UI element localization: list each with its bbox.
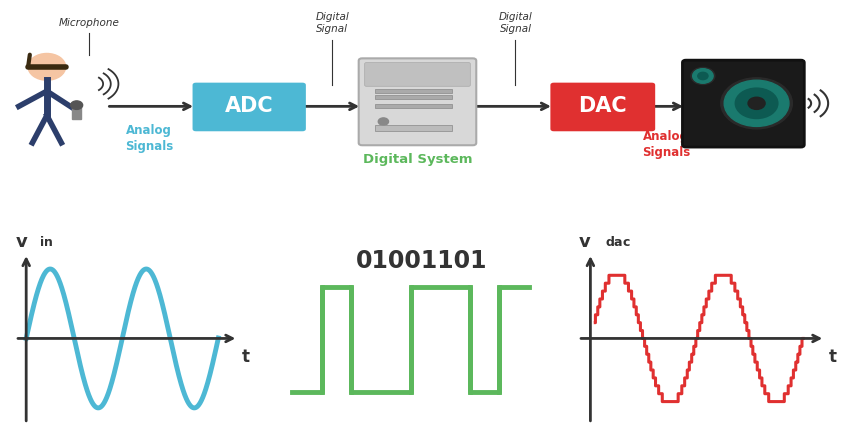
Circle shape — [748, 97, 765, 109]
Bar — [375, 89, 452, 93]
Text: 01001101: 01001101 — [356, 249, 487, 273]
Circle shape — [28, 53, 66, 80]
Bar — [72, 107, 81, 118]
Bar — [375, 95, 452, 99]
FancyBboxPatch shape — [193, 83, 306, 131]
Text: Microphone: Microphone — [59, 18, 120, 28]
Bar — [375, 104, 452, 107]
Text: $\mathbf{in}$: $\mathbf{in}$ — [39, 235, 54, 249]
Text: Digital
Signal: Digital Signal — [315, 12, 349, 34]
Text: Analog
Signals: Analog Signals — [642, 130, 690, 159]
Text: t: t — [242, 348, 250, 366]
FancyBboxPatch shape — [365, 63, 470, 86]
Circle shape — [691, 68, 715, 84]
Text: Digital
Signal: Digital Signal — [498, 12, 532, 34]
Text: $\mathbf{v}$: $\mathbf{v}$ — [579, 233, 591, 251]
Circle shape — [698, 72, 708, 80]
Bar — [375, 125, 452, 131]
Circle shape — [378, 118, 389, 125]
Text: $\mathbf{v}$: $\mathbf{v}$ — [15, 233, 29, 251]
Circle shape — [71, 101, 83, 110]
Circle shape — [735, 88, 778, 118]
Circle shape — [724, 80, 789, 126]
Text: Analog
Signals: Analog Signals — [125, 124, 173, 153]
Text: ADC: ADC — [225, 96, 273, 116]
FancyBboxPatch shape — [359, 58, 476, 145]
Circle shape — [721, 78, 792, 129]
Text: DAC: DAC — [579, 96, 627, 116]
Text: $\mathbf{dac}$: $\mathbf{dac}$ — [605, 235, 631, 249]
Text: t: t — [829, 348, 837, 366]
Circle shape — [693, 69, 713, 83]
Text: Digital System: Digital System — [363, 153, 472, 166]
FancyBboxPatch shape — [550, 83, 655, 131]
FancyBboxPatch shape — [682, 60, 804, 147]
